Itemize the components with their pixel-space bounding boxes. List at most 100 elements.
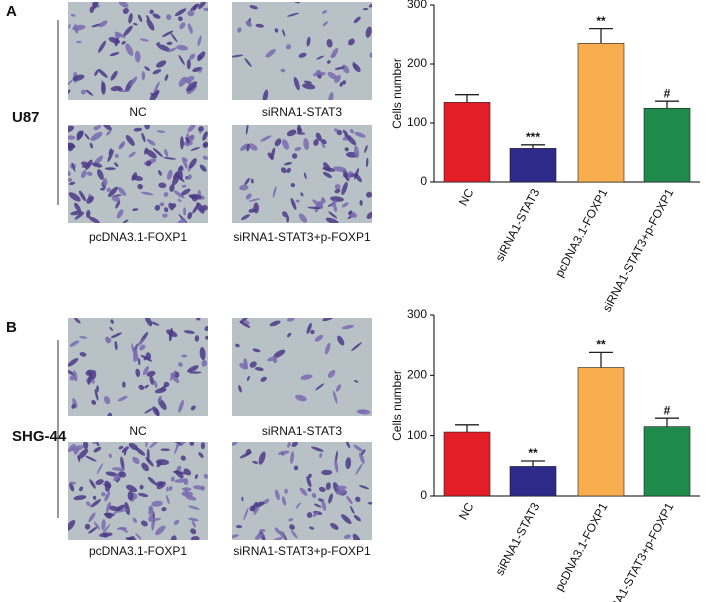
cell (86, 195, 94, 204)
cell (110, 70, 118, 81)
cell (144, 318, 153, 327)
cell (337, 335, 345, 346)
cell (144, 66, 150, 71)
cell (189, 442, 195, 446)
cell (185, 137, 190, 144)
cell (315, 69, 322, 76)
cell (79, 352, 87, 357)
cell (354, 173, 362, 183)
cell (248, 208, 256, 213)
cell (246, 143, 250, 152)
cell (315, 383, 325, 391)
cell (204, 335, 208, 340)
cell (325, 217, 339, 223)
cell (187, 125, 196, 133)
cell (254, 533, 264, 540)
cell (178, 54, 185, 65)
cell (153, 81, 160, 94)
cell (232, 54, 244, 58)
cell (199, 164, 207, 172)
cell (312, 511, 319, 517)
cell (290, 197, 297, 210)
cell (196, 318, 201, 321)
cell (141, 132, 146, 143)
cell (96, 385, 99, 393)
cell (69, 181, 76, 186)
cell (243, 507, 249, 521)
cell (144, 384, 149, 389)
cell (335, 384, 342, 392)
cell (324, 342, 331, 355)
cell (118, 89, 131, 93)
cell (252, 460, 259, 464)
cell (149, 375, 154, 385)
cell (92, 442, 98, 445)
cell (258, 451, 266, 465)
cell (287, 442, 291, 448)
cell (135, 447, 146, 456)
cell (274, 138, 282, 147)
cell (71, 403, 76, 409)
cell (74, 212, 85, 220)
cell (262, 89, 269, 100)
cell (181, 491, 194, 497)
cell (86, 209, 91, 218)
cell (316, 55, 325, 60)
cell (366, 191, 372, 198)
cell (313, 139, 319, 146)
x-tick-label: siRNA1-STAT3+p-FOXP1 (600, 500, 677, 602)
cell (126, 484, 138, 493)
cell (162, 30, 174, 37)
cell (321, 500, 327, 511)
cell (76, 40, 82, 44)
cell (187, 23, 193, 34)
cell (197, 54, 202, 62)
bar (509, 148, 557, 183)
cell (274, 527, 282, 535)
cell (183, 207, 187, 216)
cell (327, 369, 336, 378)
cell (187, 174, 192, 180)
cell (194, 474, 198, 480)
cell (106, 501, 112, 513)
cell (152, 69, 162, 75)
cell (96, 463, 104, 475)
cell (97, 68, 108, 78)
cell (254, 367, 264, 372)
cell (315, 132, 322, 141)
image-caption: pcDNA3.1-FOXP1 (89, 230, 187, 244)
cell (286, 318, 295, 322)
cell (81, 161, 90, 168)
cell (285, 44, 292, 50)
cell (114, 153, 119, 159)
cell (93, 446, 102, 453)
cell (68, 170, 71, 177)
cell (101, 82, 106, 95)
cell (109, 326, 114, 331)
cell (137, 183, 143, 190)
cell (353, 515, 361, 522)
cell (348, 38, 355, 46)
cell (139, 38, 149, 42)
cell (88, 216, 100, 223)
cell (77, 448, 89, 459)
cell (86, 501, 91, 507)
cell (103, 483, 110, 487)
cell (244, 57, 252, 68)
cell (260, 376, 267, 382)
cell (273, 349, 286, 359)
cells (239, 125, 372, 223)
cell (189, 53, 196, 60)
cell (166, 486, 169, 492)
cell (307, 473, 312, 479)
cell (200, 442, 206, 450)
cell (132, 208, 139, 212)
cell (104, 167, 116, 171)
cell (102, 125, 112, 131)
cell (163, 157, 176, 160)
cell (108, 186, 118, 198)
cell (179, 165, 184, 171)
significance-label: ** (528, 446, 538, 460)
cell (89, 142, 94, 149)
cell (177, 16, 183, 22)
